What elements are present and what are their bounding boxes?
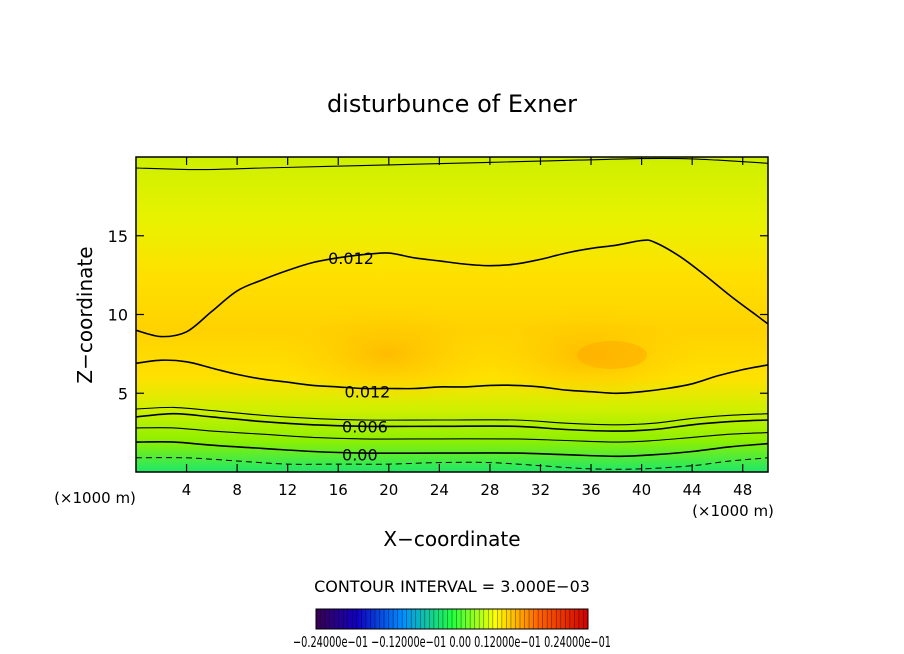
x-tick-label-24: 24 — [430, 481, 449, 499]
negative-contour-line-0 — [136, 457, 768, 470]
x-tick-label-28: 28 — [480, 481, 499, 499]
contour-line-3 — [136, 412, 768, 432]
contour-label-1: 0.012 — [345, 383, 391, 402]
colorbar-levels — [320, 609, 584, 629]
y-tick-label-5: 5 — [118, 384, 128, 403]
contour-label-3: 0.006 — [342, 417, 388, 436]
x-tick-label-20: 20 — [379, 481, 398, 499]
contour-line-4 — [136, 427, 768, 443]
x-axis-label: X−coordinate — [383, 527, 520, 551]
chart-title: disturbunce of Exner — [327, 90, 577, 118]
contour-interval-text: CONTOUR INTERVAL = 3.000E−03 — [314, 577, 590, 596]
field-max-left — [278, 304, 498, 404]
colorbar-labels: −0.24000e−01 −0.12000e−01 0.00 0.12000e−… — [293, 633, 611, 651]
x-tick-label-16: 16 — [329, 481, 348, 499]
field-peak — [577, 341, 647, 369]
contour-line-0 — [136, 239, 768, 338]
x-tick-label-44: 44 — [683, 481, 702, 499]
x-tick-label-36: 36 — [581, 481, 600, 499]
x-tick-label-4: 4 — [182, 481, 192, 499]
contour-line-2 — [136, 406, 768, 426]
colorbar-frame — [315, 608, 589, 630]
y-tick-label-15: 15 — [108, 227, 128, 246]
x-axis-unit-right: (×1000 m) — [692, 502, 774, 520]
x-tick-label-40: 40 — [632, 481, 651, 499]
contour-label-0: 0.012 — [328, 249, 374, 268]
x-tick-label-12: 12 — [278, 481, 297, 499]
y-axis-label: Z−coordinate — [73, 246, 97, 383]
y-tick-label-10: 10 — [108, 306, 128, 325]
contour-label-5: 0.00 — [342, 446, 378, 465]
x-axis-ticks: 4 8 12 16 20 24 28 32 36 40 44 48 — [182, 157, 752, 499]
plot-area: 0.012 0.012 0.006 0.00 — [136, 157, 768, 472]
x-axis-unit-left: (×1000 m) — [54, 489, 136, 507]
contour-line-5 — [136, 441, 768, 458]
contour-line-6 — [136, 157, 768, 171]
colorbar — [315, 608, 589, 630]
x-tick-label-32: 32 — [531, 481, 550, 499]
y-axis-ticks: 5 10 15 — [108, 227, 768, 403]
contour-line-1 — [136, 359, 768, 395]
x-tick-label-8: 8 — [232, 481, 242, 499]
x-tick-label-48: 48 — [733, 481, 752, 499]
